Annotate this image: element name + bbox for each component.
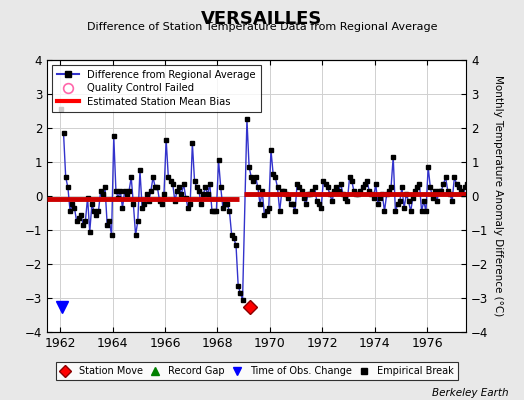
Text: Difference of Station Temperature Data from Regional Average: Difference of Station Temperature Data f… (87, 22, 437, 32)
Legend: Station Move, Record Gap, Time of Obs. Change, Empirical Break: Station Move, Record Gap, Time of Obs. C… (56, 362, 458, 380)
Text: VERSAILLES: VERSAILLES (201, 10, 323, 28)
Text: Berkeley Earth: Berkeley Earth (432, 388, 508, 398)
Y-axis label: Monthly Temperature Anomaly Difference (°C): Monthly Temperature Anomaly Difference (… (493, 75, 503, 317)
